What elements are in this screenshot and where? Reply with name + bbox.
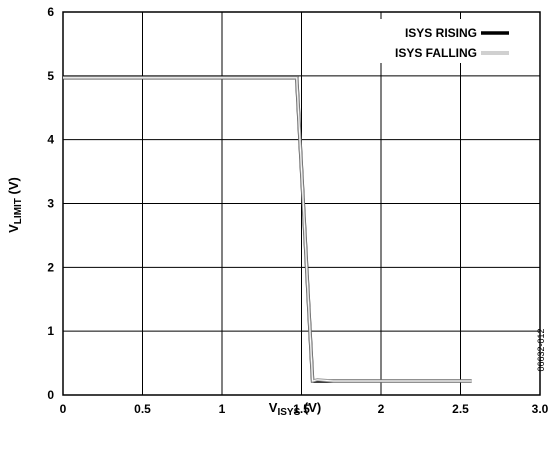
- y-tick-label: 5: [47, 69, 54, 83]
- legend-label-rising: ISYS RISING: [405, 26, 477, 40]
- legend-label-falling: ISYS FALLING: [395, 46, 477, 60]
- y-tick-label: 0: [47, 388, 54, 402]
- x-tick-label: 3.0: [532, 402, 549, 416]
- x-tick-label: 2.5: [452, 402, 469, 416]
- series-line-isys-falling-core: [63, 77, 472, 382]
- legend: ISYS RISING ISYS FALLING: [368, 19, 509, 63]
- y-tick-label: 3: [47, 197, 54, 211]
- y-tick-label: 4: [47, 133, 54, 147]
- y-tick-label: 2: [47, 260, 54, 274]
- y-tick-label: 1: [47, 324, 54, 338]
- x-tick-label: 1.5: [293, 402, 310, 416]
- legend-background: [368, 19, 508, 63]
- x-tick-label: 0.5: [134, 402, 151, 416]
- y-tick-label: 6: [47, 5, 54, 19]
- series-line-isys-falling: [63, 76, 472, 383]
- x-tick-label: 1: [219, 402, 226, 416]
- grid: [63, 12, 540, 395]
- series-layer: [63, 75, 472, 383]
- x-axis-label: VISYS (V): [269, 400, 321, 418]
- y-axis-ticks: 0 1 2 3 4 5 6: [47, 5, 54, 402]
- x-tick-label: 2: [378, 402, 385, 416]
- x-axis-ticks: 0 0.5 1 1.5 2 2.5 3.0: [60, 402, 549, 416]
- series-line-isys-rising: [63, 75, 472, 383]
- x-tick-label: 0: [60, 402, 67, 416]
- figure-id: 06632-012: [536, 328, 546, 371]
- plot-area: [62, 11, 541, 396]
- y-axis-label: VLIMIT (V): [6, 177, 24, 233]
